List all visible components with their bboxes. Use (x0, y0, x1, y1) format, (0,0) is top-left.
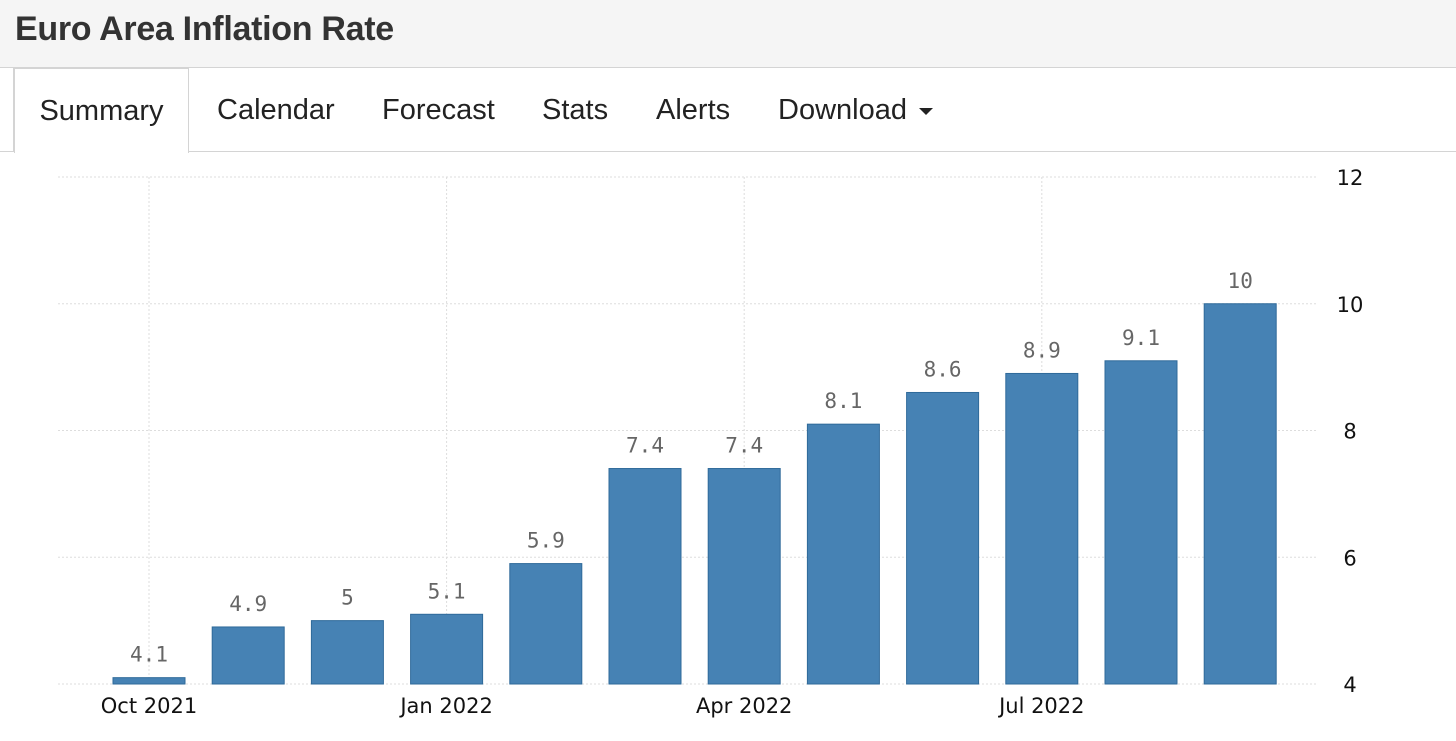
x-tick-label-oct-2021: Oct 2021 (101, 694, 197, 718)
bar-value-label-feb-2022: 5.9 (527, 529, 565, 553)
bar-nov-2021 (211, 626, 285, 685)
tab-download-label: Download (778, 94, 907, 126)
bar-value-label-aug-2022: 9.1 (1122, 326, 1160, 350)
y-tick-label-4: 4 (1343, 673, 1356, 697)
tab-download[interactable]: Download (778, 68, 933, 152)
bar-feb-2022 (509, 563, 583, 685)
tab-bar-divider (0, 151, 1456, 152)
header-bar: Euro Area Inflation Rate (0, 0, 1456, 68)
tab-stats[interactable]: Stats (542, 68, 608, 152)
chevron-down-icon (918, 107, 933, 115)
tab-forecast[interactable]: Forecast (382, 68, 495, 152)
bar-value-label-nov-2021: 4.9 (229, 592, 267, 616)
tab-calendar-label: Calendar (217, 94, 335, 126)
y-tick-label-12: 12 (1337, 166, 1364, 190)
tab-summary-label: Summary (39, 95, 164, 127)
bar-may-2022 (806, 423, 880, 685)
chart-value-labels: 4.1 4.9 5 5.1 5.9 7.4 7.4 8.1 8.6 8.9 9.1 10 (130, 269, 1253, 667)
y-tick-label-10: 10 (1337, 293, 1364, 317)
page-title: Euro Area Inflation Rate (15, 10, 394, 48)
bar-value-label-mar-2022: 7.4 (626, 434, 664, 458)
bar-value-label-sep-2022: 10 (1228, 269, 1253, 293)
tab-alerts-label: Alerts (656, 94, 731, 126)
bar-value-label-jan-2022: 5.1 (428, 579, 466, 603)
bar-value-label-may-2022: 8.1 (824, 389, 862, 413)
y-tick-label-8: 8 (1343, 420, 1356, 444)
x-tick-label-apr-2022: Apr 2022 (696, 694, 792, 718)
bar-oct-2021 (112, 677, 186, 685)
tab-stats-label: Stats (542, 94, 609, 126)
tab-summary[interactable]: Summary (14, 68, 189, 153)
x-tick-label-jan-2022: Jan 2022 (398, 694, 493, 718)
tab-bar-left-edge (0, 68, 14, 152)
bar-jun-2022 (906, 391, 980, 685)
bar-value-label-apr-2022: 7.4 (725, 434, 763, 458)
chart-axes: 4 6 8 10 12 Oct 2021 Jan 2022 Apr 2022 Jul 2022 (101, 166, 1364, 718)
tab-forecast-label: Forecast (382, 94, 495, 126)
bar-dec-2021 (310, 620, 384, 685)
y-tick-label-6: 6 (1343, 546, 1356, 570)
bar-jan-2022 (410, 613, 484, 685)
bar-value-label-oct-2021: 4.1 (130, 643, 168, 667)
tab-calendar[interactable]: Calendar (217, 68, 335, 152)
bar-mar-2022 (608, 468, 682, 685)
tab-alerts[interactable]: Alerts (656, 68, 730, 152)
bar-aug-2022 (1104, 360, 1178, 685)
x-tick-label-jul-2022: Jul 2022 (997, 694, 1084, 718)
bar-apr-2022 (707, 468, 781, 685)
bar-value-label-jul-2022: 8.9 (1023, 338, 1061, 362)
bar-value-label-jun-2022: 8.6 (924, 357, 962, 381)
chart-bars (112, 303, 1277, 685)
bar-jul-2022 (1005, 372, 1079, 685)
bar-value-label-dec-2021: 5 (341, 586, 354, 610)
bar-sep-2022 (1203, 303, 1277, 685)
inflation-bar-chart: 4.1 4.9 5 5.1 5.9 7.4 7.4 8.1 8.6 8.9 9.1 10 4 6 8 10 1… (58, 166, 1364, 718)
